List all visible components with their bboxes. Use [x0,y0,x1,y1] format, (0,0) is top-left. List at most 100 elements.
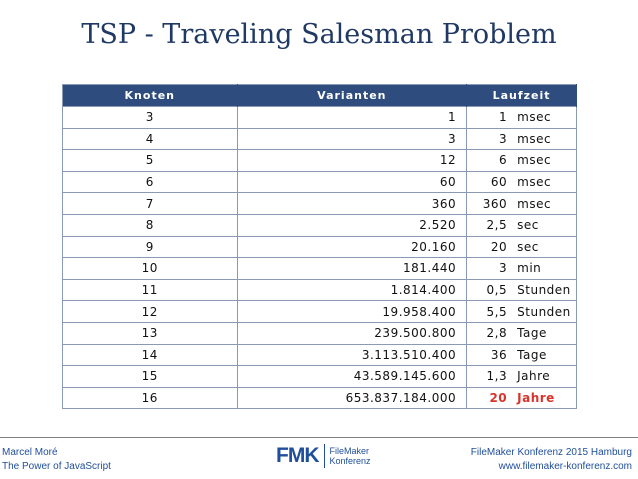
table-row: 14 3.113.510.400 36 Tage [62,343,577,366]
laufzeit-value: 36 [490,347,508,362]
table-row: 3 1 1 msec [62,106,577,129]
cell-laufzeit: 5,5 Stunden [466,300,577,323]
table-row: 7 360 360 msec [62,192,577,215]
cell-knoten: 13 [62,321,238,345]
fmk-logo: FMK FileMaker Konferenz [276,443,371,469]
table-row: 15 43.589.145.600 1,3 Jahre [62,365,577,388]
cell-laufzeit: 1,3 Jahre [466,365,577,388]
cell-laufzeit: 20 sec [466,235,577,258]
cell-laufzeit: 360 msec [466,192,577,215]
laufzeit-value: 0,5 [486,283,508,298]
laufzeit-unit: Stunden [517,283,571,298]
cell-laufzeit: 2,5 sec [466,213,577,237]
laufzeit-value: 360 [482,196,508,211]
cell-knoten: 12 [62,300,238,323]
cell-varianten: 360 [237,192,468,215]
table-row: 12 19.958.400 5,5 Stunden [62,300,577,323]
table-row: 10 181.440 3 min [62,257,577,280]
laufzeit-unit: msec [517,175,552,190]
header-laufzeit: Laufzeit [466,84,577,107]
table-row: 13 239.500.800 2,8 Tage [62,321,577,345]
page-title: TSP - Traveling Salesman Problem [81,19,557,50]
footer-author: Marcel Moré [2,447,58,458]
cell-knoten: 6 [62,170,238,193]
laufzeit-value: 20 [489,391,508,406]
cell-varianten: 653.837.184.000 [237,386,468,409]
cell-knoten: 10 [62,257,238,280]
cell-laufzeit: 0,5 Stunden [466,278,577,301]
cell-laufzeit: 3 msec [466,127,577,150]
laufzeit-value: 60 [490,175,508,190]
footer-talk-title: The Power of JavaScript [2,461,111,472]
laufzeit-unit: Stunden [517,304,571,319]
logo-line-2: Konferenz [329,456,371,466]
logo-mark: FMK [276,444,319,467]
laufzeit-value: 2,8 [486,326,508,341]
cell-knoten: 7 [62,192,238,215]
cell-varianten: 181.440 [237,257,468,280]
table-row: 11 1.814.400 0,5 Stunden [62,278,577,301]
cell-varianten: 1.814.400 [237,278,468,301]
footer-divider [0,437,638,438]
table-row: 4 3 3 msec [62,127,577,150]
table-row: 8 2.520 2,5 sec [62,213,577,237]
laufzeit-value: 3 [499,131,508,146]
laufzeit-unit: msec [517,196,552,211]
cell-varianten: 2.520 [237,213,468,237]
cell-knoten: 16 [62,386,238,409]
cell-laufzeit: 20 Jahre [466,386,577,409]
laufzeit-unit: Jahre [517,391,555,406]
cell-laufzeit: 3 min [466,257,577,280]
cell-laufzeit: 60 msec [466,170,577,193]
logo-text: FileMaker Konferenz [330,446,371,466]
cell-knoten: 4 [62,127,238,150]
laufzeit-value: 1,3 [486,369,508,384]
laufzeit-unit: msec [517,153,552,168]
cell-laufzeit: 36 Tage [466,343,577,366]
cell-varianten: 3.113.510.400 [237,343,468,366]
laufzeit-value: 1 [499,110,508,125]
cell-knoten: 11 [62,278,238,301]
laufzeit-value: 20 [490,239,508,254]
laufzeit-value: 3 [499,261,508,276]
footer-event: FileMaker Konferenz 2015 Hamburg [470,447,632,458]
header-knoten: Knoten [62,84,238,107]
cell-knoten: 8 [62,213,238,237]
table-row: 5 12 6 msec [62,149,577,172]
table-header-row: Knoten Varianten Laufzeit [62,84,577,107]
tsp-table: Knoten Varianten Laufzeit 3 1 1 msec 4 3 3 msec… [62,84,577,410]
cell-varianten: 3 [237,127,468,150]
laufzeit-unit: Tage [517,326,547,341]
laufzeit-unit: msec [517,131,552,146]
laufzeit-unit: msec [517,110,552,125]
footer-website-link[interactable]: www.filemaker-konferenz.com [498,461,632,472]
cell-varianten: 43.589.145.600 [237,365,468,388]
header-varianten: Varianten [237,84,468,107]
cell-knoten: 15 [62,365,238,388]
laufzeit-unit: sec [517,239,539,254]
table-row: 6 60 60 msec [62,170,577,193]
laufzeit-value: 6 [499,153,508,168]
laufzeit-value: 2,5 [486,218,508,233]
cell-knoten: 5 [62,149,238,172]
cell-laufzeit: 6 msec [466,149,577,172]
laufzeit-unit: Jahre [517,369,551,384]
table-row: 9 20.160 20 sec [62,235,577,258]
table-row: 16 653.837.184.000 20 Jahre [62,386,577,409]
logo-separator [323,444,325,468]
cell-varianten: 19.958.400 [237,300,468,323]
cell-varianten: 1 [237,106,468,129]
cell-laufzeit: 1 msec [466,106,577,129]
laufzeit-unit: sec [517,218,539,233]
logo-line-1: FileMaker [329,446,370,456]
cell-varianten: 20.160 [237,235,468,258]
footer-right: FileMaker Konferenz 2015 Hamburg www.fil… [471,446,632,474]
cell-laufzeit: 2,8 Tage [466,321,577,345]
cell-varianten: 60 [237,170,468,193]
cell-varianten: 239.500.800 [237,321,468,345]
laufzeit-value: 5,5 [486,304,508,319]
laufzeit-unit: min [517,261,542,276]
laufzeit-unit: Tage [517,347,547,362]
cell-knoten: 14 [62,343,238,366]
cell-knoten: 9 [62,235,238,258]
